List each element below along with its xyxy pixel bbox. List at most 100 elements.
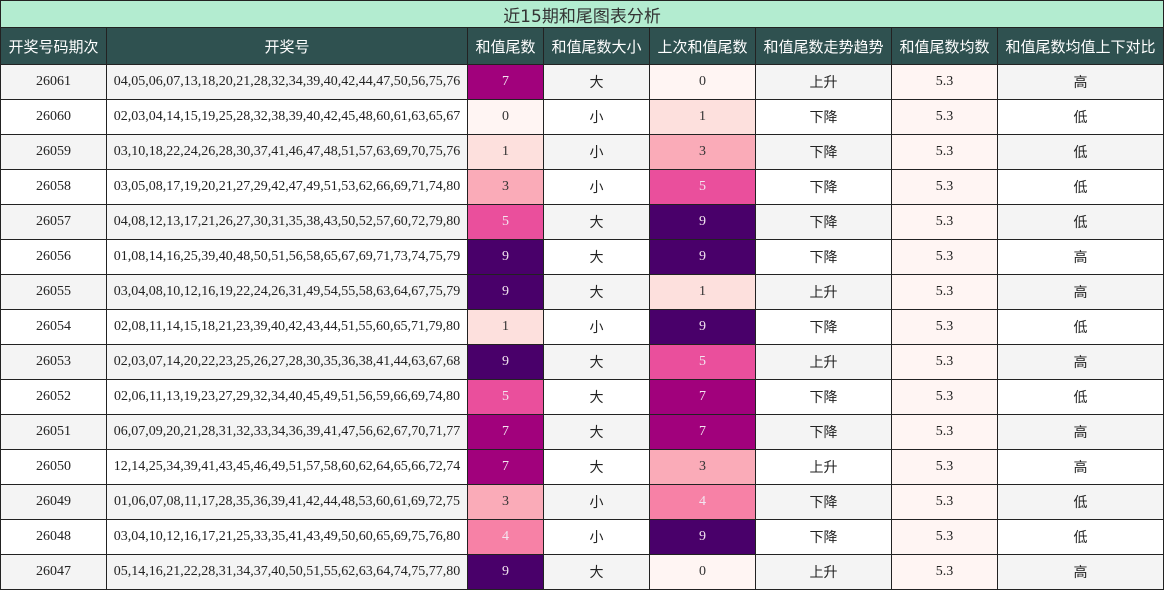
cell-avg-compare: 低 [996,379,1164,415]
cell-prev-tail: 9 [649,239,756,275]
cell-tail-size: 大 [543,239,650,275]
cell-avg-compare: 高 [996,449,1164,485]
cell-tail-size: 小 [543,134,650,170]
cell-trend: 下降 [755,414,892,450]
cell-avg: 5.3 [891,204,998,240]
cell-numbers: 05,14,16,21,22,28,31,34,37,40,50,51,55,6… [106,554,468,590]
cell-avg-compare: 低 [996,309,1164,345]
cell-issue: 26051 [0,414,107,450]
cell-avg: 5.3 [891,64,998,100]
cell-trend: 下降 [755,204,892,240]
cell-tail-size: 大 [543,554,650,590]
cell-tail: 3 [467,169,544,205]
cell-prev-tail: 9 [649,204,756,240]
cell-trend: 下降 [755,379,892,415]
cell-avg-compare: 高 [996,344,1164,380]
cell-tail-size: 小 [543,309,650,345]
cell-prev-tail: 0 [649,64,756,100]
cell-numbers: 04,05,06,07,13,18,20,21,28,32,34,39,40,4… [106,64,468,100]
cell-avg-compare: 高 [996,554,1164,590]
cell-issue: 26055 [0,274,107,310]
cell-numbers: 06,07,09,20,21,28,31,32,33,34,36,39,41,4… [106,414,468,450]
cell-tail: 5 [467,379,544,415]
cell-avg: 5.3 [891,169,998,205]
table-row: 26055 03,04,08,10,12,16,19,22,24,26,31,49… [0,274,1164,310]
cell-tail: 7 [467,449,544,485]
cell-tail: 3 [467,484,544,520]
header-avg-compare: 和值尾数均值上下对比 [996,27,1164,65]
cell-issue: 26050 [0,449,107,485]
cell-numbers: 12,14,25,34,39,41,43,45,46,49,51,57,58,6… [106,449,468,485]
header-prev-tail: 上次和值尾数 [649,27,756,65]
cell-avg: 5.3 [891,484,998,520]
cell-prev-tail: 1 [649,274,756,310]
cell-numbers: 03,04,08,10,12,16,19,22,24,26,31,49,54,5… [106,274,468,310]
header-trend: 和值尾数走势趋势 [755,27,892,65]
cell-trend: 下降 [755,519,892,555]
cell-trend: 下降 [755,484,892,520]
table-row: 26054 02,08,11,14,15,18,21,23,39,40,42,43… [0,309,1164,345]
cell-avg-compare: 高 [996,414,1164,450]
cell-trend: 下降 [755,239,892,275]
cell-tail-size: 大 [543,449,650,485]
cell-trend: 上升 [755,274,892,310]
cell-trend: 上升 [755,449,892,485]
cell-prev-tail: 7 [649,414,756,450]
table-row: 26047 05,14,16,21,22,28,31,34,37,40,50,51… [0,554,1164,590]
cell-tail-size: 小 [543,519,650,555]
cell-numbers: 02,03,07,14,20,22,23,25,26,27,28,30,35,3… [106,344,468,380]
table-row: 26059 03,10,18,22,24,26,28,30,37,41,46,47… [0,134,1164,170]
cell-tail-size: 大 [543,64,650,100]
header-issue: 开奖号码期次 [0,27,107,65]
cell-prev-tail: 3 [649,134,756,170]
cell-avg-compare: 低 [996,519,1164,555]
table-row: 26053 02,03,07,14,20,22,23,25,26,27,28,30… [0,344,1164,380]
cell-trend: 上升 [755,344,892,380]
cell-tail: 9 [467,239,544,275]
cell-numbers: 02,06,11,13,19,23,27,29,32,34,40,45,49,5… [106,379,468,415]
cell-prev-tail: 9 [649,309,756,345]
cell-tail: 9 [467,274,544,310]
header-tail-size: 和值尾数大小 [543,27,650,65]
cell-avg-compare: 低 [996,484,1164,520]
cell-tail: 7 [467,64,544,100]
cell-issue: 26058 [0,169,107,205]
cell-tail-size: 小 [543,169,650,205]
cell-tail: 4 [467,519,544,555]
cell-avg: 5.3 [891,239,998,275]
table-row: 26061 04,05,06,07,13,18,20,21,28,32,34,39… [0,64,1164,100]
cell-issue: 26047 [0,554,107,590]
cell-avg: 5.3 [891,99,998,135]
cell-prev-tail: 1 [649,99,756,135]
cell-prev-tail: 3 [649,449,756,485]
cell-avg-compare: 低 [996,134,1164,170]
cell-avg-compare: 高 [996,274,1164,310]
cell-tail-size: 大 [543,274,650,310]
cell-issue: 26048 [0,519,107,555]
cell-tail: 1 [467,309,544,345]
cell-numbers: 03,04,10,12,16,17,21,25,33,35,41,43,49,5… [106,519,468,555]
cell-tail-size: 大 [543,414,650,450]
cell-tail: 9 [467,344,544,380]
cell-numbers: 04,08,12,13,17,21,26,27,30,31,35,38,43,5… [106,204,468,240]
cell-trend: 下降 [755,309,892,345]
table-row: 26048 03,04,10,12,16,17,21,25,33,35,41,43… [0,519,1164,555]
cell-avg-compare: 高 [996,64,1164,100]
cell-avg: 5.3 [891,414,998,450]
cell-avg-compare: 低 [996,169,1164,205]
header-avg: 和值尾数均数 [891,27,998,65]
table-row: 26051 06,07,09,20,21,28,31,32,33,34,36,39… [0,414,1164,450]
cell-avg: 5.3 [891,519,998,555]
table-row: 26058 03,05,08,17,19,20,21,27,29,42,47,49… [0,169,1164,205]
cell-issue: 26057 [0,204,107,240]
table-row: 26049 01,06,07,08,11,17,28,35,36,39,41,42… [0,484,1164,520]
cell-prev-tail: 0 [649,554,756,590]
cell-avg: 5.3 [891,274,998,310]
cell-tail: 5 [467,204,544,240]
cell-tail: 9 [467,554,544,590]
cell-prev-tail: 5 [649,344,756,380]
cell-issue: 26049 [0,484,107,520]
cell-numbers: 01,08,14,16,25,39,40,48,50,51,56,58,65,6… [106,239,468,275]
cell-issue: 26056 [0,239,107,275]
